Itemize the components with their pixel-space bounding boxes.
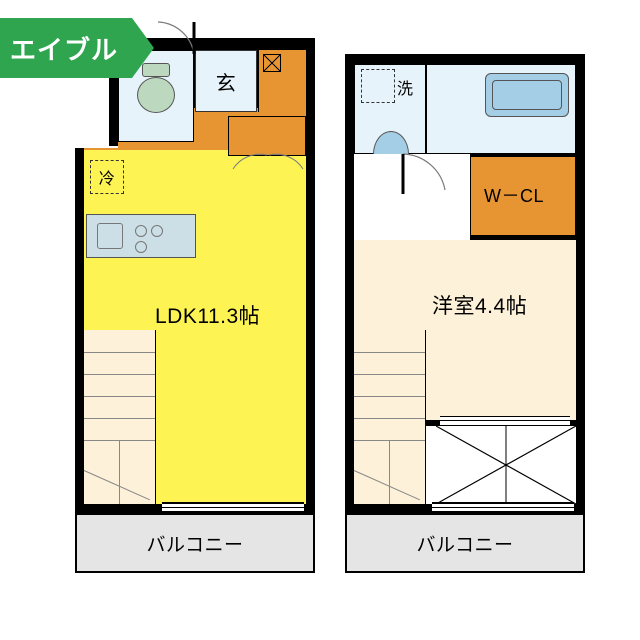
- floorplan-canvas: エイブル 玄: [0, 0, 640, 640]
- floor2-stairs: [354, 330, 426, 504]
- balcony-1: バルコニー: [75, 513, 315, 573]
- balcony1-label: バルコニー: [146, 530, 243, 557]
- floor2-window: [432, 502, 574, 513]
- entrance-door-arc: [150, 20, 202, 60]
- fridge-spot: 冷: [90, 160, 124, 194]
- ldk-label: LDK11.3帖: [155, 300, 260, 330]
- bathroom: [426, 64, 576, 154]
- entrance: 玄: [195, 50, 257, 112]
- floor1-closet-tr: [258, 50, 306, 112]
- balcony-2: バルコニー: [345, 513, 585, 573]
- entrance-label: 玄: [216, 67, 237, 96]
- bedroom-label: 洋室4.4帖: [432, 290, 527, 320]
- fridge-label: 冷: [99, 165, 116, 189]
- wcl-label: W－CL: [484, 182, 544, 208]
- floor1-window: [162, 502, 304, 513]
- wash-area: 洗: [354, 64, 426, 154]
- brand-tag: エイブル: [0, 18, 132, 78]
- floor1-stairs: [84, 330, 156, 504]
- wash-label: 洗: [397, 75, 414, 99]
- kitchen-counter: [86, 214, 196, 258]
- balcony2-label: バルコニー: [416, 530, 513, 557]
- brand-label: エイブル: [10, 30, 118, 67]
- floor1-closet-mid: [228, 116, 306, 156]
- floor2-door-arcs: [395, 150, 475, 240]
- bedroom-slider: [440, 416, 570, 426]
